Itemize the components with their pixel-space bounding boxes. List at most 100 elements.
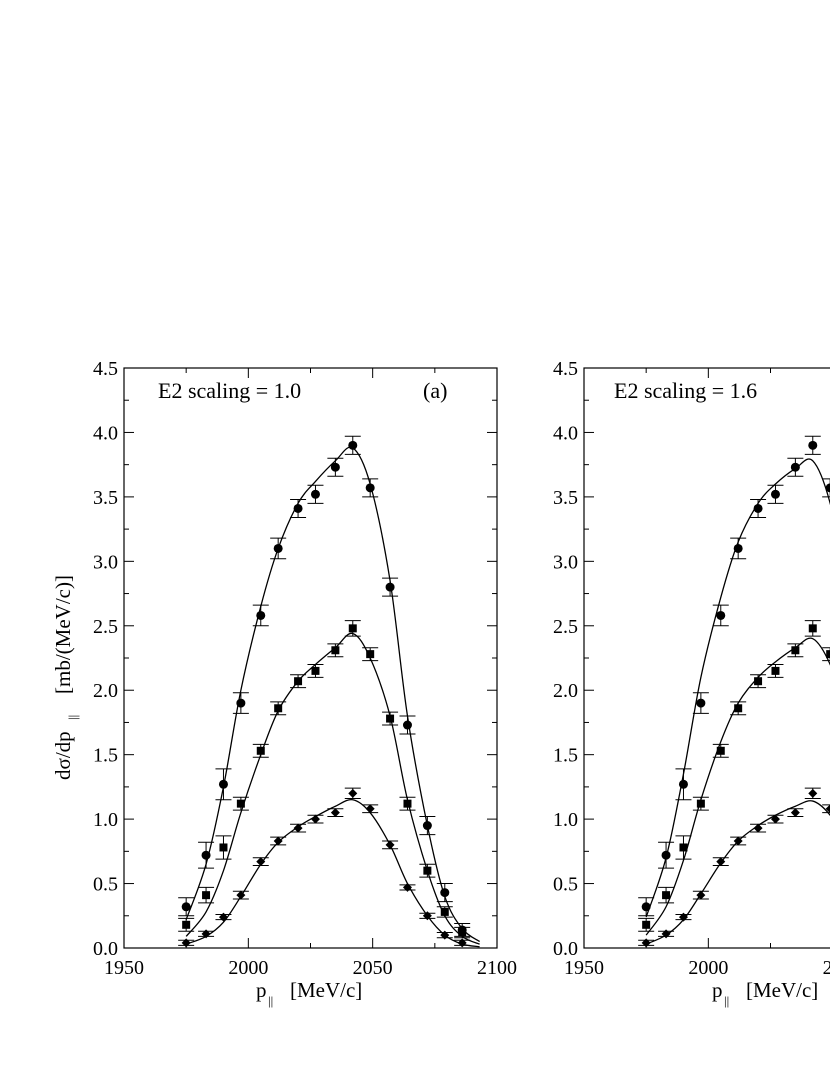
panel-b-annotation: E2 scaling = 1.6 xyxy=(614,378,757,403)
panel-b-point-diamond xyxy=(696,890,706,900)
panel-b-point-diamond xyxy=(770,814,780,824)
panel-b-ytick-label: 1.0 xyxy=(553,809,578,831)
panel-a-point-circle xyxy=(402,720,412,730)
panel-a-fit-curve-circle xyxy=(185,446,480,943)
panel-b-ytick-label: 4.5 xyxy=(553,358,578,380)
panel-b-ytick-label: 0.5 xyxy=(553,874,578,896)
panel-b-point-square xyxy=(662,891,671,900)
panel-a-ytick-label: 4.0 xyxy=(93,422,118,444)
panel-b-ytick-label: 4.0 xyxy=(553,422,578,444)
panel-a-ylabel-main: dσ/dp xyxy=(51,731,75,780)
panel-b-point-diamond xyxy=(825,804,830,814)
panel-b-point-circle xyxy=(733,543,743,553)
panel-a-point-circle xyxy=(385,582,395,592)
panel-b-point-square xyxy=(716,746,725,755)
panel-a-xlabel-unit: [MeV/c] xyxy=(290,978,362,1002)
panel-a-point-diamond xyxy=(218,912,228,922)
panel-a-point-square xyxy=(366,650,375,659)
panel-b-point-circle xyxy=(770,489,780,499)
panel-a-point-square xyxy=(202,891,211,900)
panel-b-fit-curve-square xyxy=(645,637,830,936)
panel-a-point-circle xyxy=(330,462,340,472)
panel-b-xlabel-main: p xyxy=(712,978,723,1002)
panel-b-point-circle xyxy=(661,850,671,860)
panel-b-fit-curve-diamond xyxy=(645,800,830,945)
panel-a-ytick-label: 1.5 xyxy=(93,745,118,767)
panel-a-ylabel-unit: [mb/(MeV/c)] xyxy=(51,575,75,694)
panel-a-point-square xyxy=(440,907,449,916)
panel-a-point-circle xyxy=(256,610,266,620)
panel-b-data-points xyxy=(638,435,830,948)
panel-a-point-diamond xyxy=(236,890,246,900)
panel-b-point-square xyxy=(791,646,800,655)
panel-a-ytick-label: 4.5 xyxy=(93,358,118,380)
panel-a-point-square xyxy=(311,666,320,675)
panel-a-ytick-label: 2.0 xyxy=(93,680,118,702)
panel-a-label: (a) xyxy=(423,378,447,403)
panel-a-point-diamond xyxy=(348,788,358,798)
panel-b: 0.0 0.5 1.0 1.5 2.0 2.5 3.0 3.5 4.0 4.5 1950 2000 20… xyxy=(553,358,830,1008)
panel-b-point-diamond xyxy=(790,808,800,818)
panel-b-point-circle xyxy=(753,503,763,513)
panel-a-ytick-label: 3.0 xyxy=(93,551,118,573)
panel-b-point-circle xyxy=(790,462,800,472)
panel-a-point-circle xyxy=(310,489,320,499)
panel-a-xtick-label: 1950 xyxy=(104,957,144,979)
panel-a-point-diamond xyxy=(422,911,432,921)
panel-a-fit-curve-diamond xyxy=(185,798,480,948)
panel-a-ticks: 0.0 0.5 1.0 1.5 2.0 2.5 3.0 3.5 4.0 4.5 1950 2000 20… xyxy=(93,358,517,979)
panel-b-point-diamond xyxy=(808,788,818,798)
panel-a-xtick-label: 2050 xyxy=(353,957,393,979)
panel-b-fit-curve-circle xyxy=(645,458,830,918)
panel-a-point-diamond xyxy=(310,814,320,824)
panel-a-point-diamond xyxy=(256,857,266,867)
panel-b-ticks: 0.0 0.5 1.0 1.5 2.0 2.5 3.0 3.5 4.0 4.5 1950 2000 20 xyxy=(553,358,830,979)
panel-b-point-square xyxy=(826,650,830,659)
panel-a-xlabel-sub: || xyxy=(268,993,273,1008)
panel-a-ylabel-sub: || xyxy=(65,715,80,720)
panel-a-point-diamond xyxy=(273,836,283,846)
panel-b-point-diamond xyxy=(733,836,743,846)
panel-a-point-diamond xyxy=(181,938,191,948)
panel-b-point-circle xyxy=(641,902,651,912)
panel-a-point-square xyxy=(331,646,340,655)
panel-a-ytick-label: 1.0 xyxy=(93,809,118,831)
panel-a-point-diamond xyxy=(293,823,303,833)
panel-a-point-square xyxy=(348,624,357,633)
panel-a-ytick-label: 0.5 xyxy=(93,874,118,896)
panel-a-annotation: E2 scaling = 1.0 xyxy=(158,378,301,403)
panel-a-y-axis-title: dσ/dp || [mb/(MeV/c)] xyxy=(51,575,80,780)
panel-b-point-diamond xyxy=(661,929,671,939)
panel-a-point-square xyxy=(423,866,432,875)
panel-b-point-square xyxy=(754,677,763,686)
panel-b-point-diamond xyxy=(678,912,688,922)
panel-a-point-square xyxy=(386,714,395,723)
panel-a-xtick-label: 2100 xyxy=(477,957,517,979)
panel-b-xtick-label: 1950 xyxy=(564,957,604,979)
panel-b-xlabel-unit: [MeV/c] xyxy=(746,978,818,1002)
panel-b-ytick-label: 1.5 xyxy=(553,745,578,767)
panel-a-point-diamond xyxy=(440,930,450,940)
panel-a-point-circle xyxy=(293,503,303,513)
panel-a-point-square xyxy=(182,920,191,929)
panel-b-point-square xyxy=(679,843,688,852)
panel-b-point-square xyxy=(642,920,651,929)
panel-a-point-circle xyxy=(236,698,246,708)
panel-b-ytick-label: 0.0 xyxy=(553,938,578,960)
panel-a-point-square xyxy=(294,677,303,686)
panel-a-xtick-label: 2000 xyxy=(228,957,268,979)
panel-b-point-circle xyxy=(716,610,726,620)
panel-b-point-square xyxy=(734,704,743,713)
panel-b-point-square xyxy=(696,799,705,808)
panel-a-ytick-label: 3.5 xyxy=(93,487,118,509)
panel-a-point-square xyxy=(219,843,228,852)
panel-a-point-circle xyxy=(201,850,211,860)
panel-a-point-circle xyxy=(422,821,432,831)
panel-b-point-circle xyxy=(825,483,830,493)
panel-a-point-square xyxy=(458,928,467,937)
panel-b-xtick-label: 2000 xyxy=(688,957,728,979)
panel-b-xtick-label: 20 xyxy=(823,957,830,979)
panel-b-point-square xyxy=(771,666,780,675)
panel-a-point-diamond xyxy=(330,808,340,818)
